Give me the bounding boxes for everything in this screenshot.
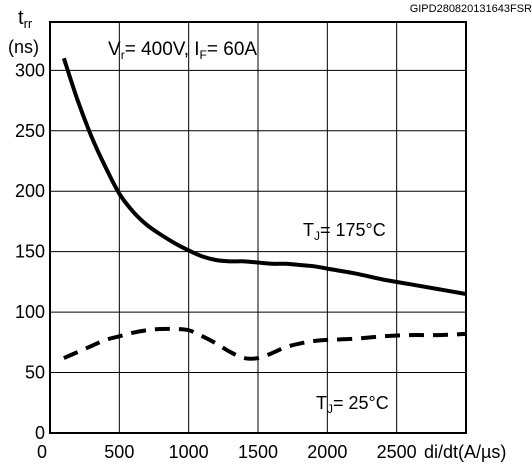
y-axis-symbol: trr <box>18 7 33 31</box>
series-line-175c <box>61 57 467 296</box>
grid-lines <box>50 22 466 433</box>
y-tick-label: 100 <box>15 302 45 322</box>
series-label-175c: TJ= 175°C <box>303 220 386 243</box>
y-tick-label: 0 <box>35 423 45 443</box>
y-axis-unit: (ns) <box>8 37 39 57</box>
x-tick-label: 2000 <box>307 442 347 462</box>
x-tick-label: 2500 <box>377 442 417 462</box>
series-line-25c <box>63 326 467 361</box>
y-tick-label: 150 <box>15 242 45 262</box>
y-tick-label: 300 <box>15 60 45 80</box>
x-tick-label: 500 <box>104 442 134 462</box>
y-tick-label: 50 <box>25 363 45 383</box>
y-tick-labels: 0 50 100 150 200 250 300 <box>15 60 45 443</box>
x-origin-label: 0 <box>37 442 47 462</box>
data-series <box>61 57 467 361</box>
plot-frame <box>49 21 467 434</box>
x-tick-label: 1000 <box>169 442 209 462</box>
x-tick-label: 1500 <box>238 442 278 462</box>
code-label: GIPD280820131643FSR <box>410 3 532 15</box>
x-tick-labels: 500 1000 1500 2000 2500 <box>104 442 416 462</box>
y-tick-label: 200 <box>15 181 45 201</box>
conditions-label: Vr= 400V, IF= 60A <box>108 39 257 62</box>
x-axis-label: di/dt(A/µs) <box>424 442 506 462</box>
series-label-25c: TJ= 25°C <box>316 393 389 416</box>
y-tick-label: 250 <box>15 121 45 141</box>
